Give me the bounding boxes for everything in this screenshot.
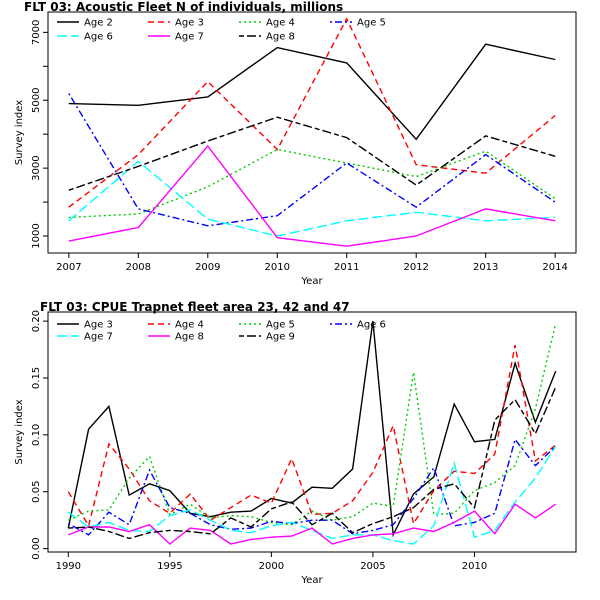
series-line-age-6 xyxy=(68,160,556,237)
series-line-age-4 xyxy=(68,148,556,219)
y-tick-label: 5000 xyxy=(31,88,42,113)
y-axis-label: Survey index xyxy=(14,100,25,165)
y-tick-label: 0.10 xyxy=(31,424,42,446)
x-axis-label: Year xyxy=(300,276,323,287)
plot-frame xyxy=(47,311,577,553)
chart-title: FLT 03: Acoustic Fleet N of individuals,… xyxy=(24,0,343,14)
legend-label: Age 6 xyxy=(357,320,386,331)
x-tick-label: 2010 xyxy=(265,262,290,273)
series-line-age-2 xyxy=(68,43,556,141)
x-tick-label: 2014 xyxy=(542,262,567,273)
legend-label: Age 9 xyxy=(266,332,295,343)
legend-label: Age 3 xyxy=(175,18,204,29)
x-tick-label: 1995 xyxy=(157,561,182,572)
y-tick-label: 0.15 xyxy=(31,367,42,389)
x-tick-label: 2012 xyxy=(403,262,428,273)
x-tick-label: 2011 xyxy=(334,262,359,273)
x-axis-label: Year xyxy=(300,575,323,586)
series-line-age-3 xyxy=(67,321,557,538)
x-tick-label: 1990 xyxy=(56,561,81,572)
x-tick-label: 2008 xyxy=(126,262,151,273)
series-line-age-3 xyxy=(68,17,556,208)
x-tick-label: 2010 xyxy=(462,561,487,572)
series-line-age-6 xyxy=(67,437,557,536)
legend-label: Age 7 xyxy=(175,32,204,43)
chart-panel-1: FLT 03: Acoustic Fleet N of individuals,… xyxy=(14,0,577,287)
y-tick-label: 1000 xyxy=(31,223,42,248)
y-tick-label: 7000 xyxy=(31,20,42,45)
chart-panel-2: FLT 03: CPUE Trapnet fleet area 23, 42 a… xyxy=(14,300,577,586)
series-line-age-5 xyxy=(68,93,556,227)
legend-label: Age 5 xyxy=(357,18,386,29)
legend-label: Age 8 xyxy=(175,332,204,343)
y-tick-label: 0.20 xyxy=(31,310,42,332)
legend-label: Age 3 xyxy=(84,320,113,331)
x-tick-label: 2000 xyxy=(259,561,284,572)
series-line-age-4 xyxy=(67,344,557,528)
series-line-age-7 xyxy=(67,445,557,545)
x-tick-label: 2013 xyxy=(473,262,498,273)
plot-frame xyxy=(47,11,577,254)
series-line-age-7 xyxy=(68,144,556,247)
x-tick-label: 2009 xyxy=(195,262,220,273)
legend-label: Age 8 xyxy=(266,32,295,43)
legend-label: Age 6 xyxy=(84,32,113,43)
x-tick-label: 2007 xyxy=(56,262,81,273)
y-tick-label: 3000 xyxy=(31,155,42,180)
chart-title: FLT 03: CPUE Trapnet fleet area 23, 42 a… xyxy=(40,300,350,314)
series-line-age-8 xyxy=(68,116,556,191)
series-line-age-9 xyxy=(68,386,557,540)
legend-label: Age 2 xyxy=(84,18,113,29)
y-axis-label: Survey index xyxy=(14,399,25,464)
y-tick-label: 0.05 xyxy=(31,481,42,503)
legend-label: Age 5 xyxy=(266,320,295,331)
y-tick-label: 0.00 xyxy=(31,537,42,559)
legend-label: Age 4 xyxy=(175,320,204,331)
series-line-age-5 xyxy=(68,323,557,526)
x-tick-label: 2005 xyxy=(360,561,385,572)
series-line-age-8 xyxy=(68,503,557,545)
legend-label: Age 4 xyxy=(266,18,295,29)
legend-label: Age 7 xyxy=(84,332,113,343)
